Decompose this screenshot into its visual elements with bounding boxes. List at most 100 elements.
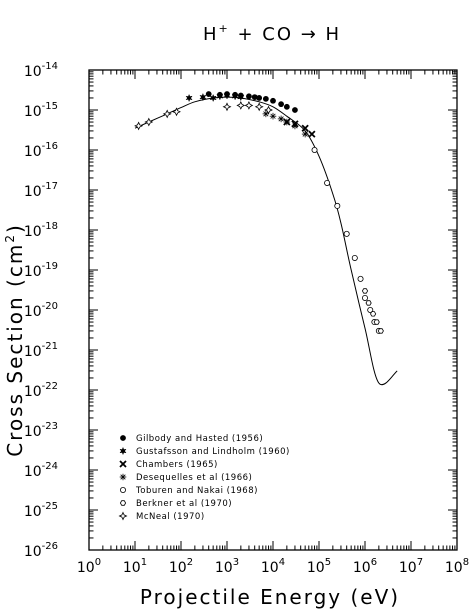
x-tick-label: 105 <box>307 557 331 576</box>
x-axis-label: Projectile Energy (eV) <box>140 585 400 609</box>
data-point <box>244 100 254 110</box>
x-cross-stroke <box>308 130 316 138</box>
series-1 <box>185 91 245 103</box>
legend-label: Desequelles et al (1966) <box>136 473 252 483</box>
y-tick-label: 10-25 <box>24 501 58 520</box>
data-point <box>373 319 380 325</box>
data-point <box>264 105 273 115</box>
data-point <box>377 328 384 334</box>
x-tick-label: 102 <box>169 557 193 576</box>
data-point <box>365 300 372 306</box>
legend-marker <box>119 460 127 468</box>
data-point <box>361 288 369 294</box>
series-6 <box>134 100 273 131</box>
data-point <box>223 91 231 100</box>
y-tick-label: 10-14 <box>24 61 58 80</box>
data-point <box>134 121 144 131</box>
data-point <box>262 110 270 118</box>
asterisk-stroke <box>302 131 308 137</box>
legend-marker <box>119 446 127 456</box>
legend-label: Berkner et al (1970) <box>136 499 232 509</box>
y-tick-label: 10-24 <box>24 461 58 480</box>
y-axis-label-main: Cross Section (cm <box>3 243 27 457</box>
series-4 <box>311 146 382 334</box>
y-tick-label: 10-20 <box>24 301 58 320</box>
data-point <box>277 115 285 123</box>
asterisk-stroke <box>263 111 269 117</box>
y-tick-label: 10-21 <box>24 341 58 360</box>
data-point <box>370 311 377 317</box>
data-point <box>237 92 245 102</box>
y-axis-label-superscript: 2 <box>3 233 17 243</box>
title-rest: + CO → H <box>230 24 341 45</box>
y-axis-label: Cross Section (cm2) <box>3 223 27 457</box>
y-tick-label: 10-17 <box>24 181 58 200</box>
y-tick-label: 10-15 <box>24 101 58 120</box>
x-tick-label: 100 <box>77 557 101 576</box>
title-plus-superscript: + <box>219 22 230 35</box>
axis-tick-labels: 100 101 102 103 104 105 106 107 108 10-14 10-15 10-… <box>24 61 469 576</box>
fit-curve <box>134 96 398 386</box>
data-point <box>205 91 212 97</box>
data-point <box>283 118 291 126</box>
data-point <box>301 124 309 132</box>
data-point <box>292 107 298 113</box>
x-tick-label: 103 <box>215 557 239 576</box>
data-point <box>144 117 154 127</box>
x-tick-label: 106 <box>353 557 377 576</box>
data-point <box>172 107 181 117</box>
x-cross-stroke <box>301 124 309 132</box>
data-point <box>262 95 269 102</box>
legend-label: McNeal (1970) <box>136 512 205 522</box>
asterisk-stroke <box>270 113 276 119</box>
data-point <box>334 202 341 209</box>
legend-marker <box>119 500 127 506</box>
data-point <box>270 97 276 104</box>
data-point <box>236 100 246 110</box>
data-point <box>308 130 316 138</box>
data-point <box>301 130 309 138</box>
data-point <box>283 103 290 110</box>
legend-label: Gustafsson and Lindholm (1960) <box>136 447 290 457</box>
data-point <box>199 92 207 102</box>
data-point <box>357 275 364 282</box>
y-tick-label: 10-23 <box>24 421 58 440</box>
axis-ticks <box>88 69 458 551</box>
data-point <box>216 92 224 101</box>
x-tick-label: 108 <box>445 557 469 576</box>
data-point <box>291 122 299 130</box>
data-points-layer <box>134 91 384 334</box>
data-point <box>278 101 285 108</box>
data-point <box>324 179 331 186</box>
data-point <box>209 93 217 103</box>
y-tick-label: 10-26 <box>24 541 58 560</box>
legend-label: Chambers (1965) <box>136 460 218 470</box>
data-point <box>254 102 264 112</box>
legend-marker <box>119 473 127 481</box>
data-point <box>256 95 263 101</box>
y-axis-label-close: ) <box>3 223 27 233</box>
data-point <box>185 93 193 103</box>
asterisk-stroke <box>278 116 284 122</box>
data-point <box>343 230 350 237</box>
data-point <box>231 92 239 101</box>
y-tick-label: 10-19 <box>24 261 58 280</box>
legend-label: Toburen and Nakai (1968) <box>135 486 258 496</box>
asterisk-stroke <box>292 123 298 129</box>
chart-title: H+ + CO → H <box>203 22 341 45</box>
asterisk-stroke <box>284 119 290 125</box>
series-5 <box>361 288 384 334</box>
x-tick-label: 104 <box>261 557 285 576</box>
legend-label: Gilbody and Hasted (1956) <box>136 434 263 444</box>
legend-marker <box>120 435 126 441</box>
data-point <box>311 146 318 153</box>
x-tick-label: 107 <box>399 557 423 576</box>
y-tick-label: 10-16 <box>24 141 58 160</box>
data-point <box>222 102 232 112</box>
data-point <box>351 254 358 261</box>
legend-marker <box>118 511 128 521</box>
series-3 <box>262 110 309 138</box>
data-point <box>162 109 172 119</box>
asterisk-stroke <box>120 474 126 480</box>
